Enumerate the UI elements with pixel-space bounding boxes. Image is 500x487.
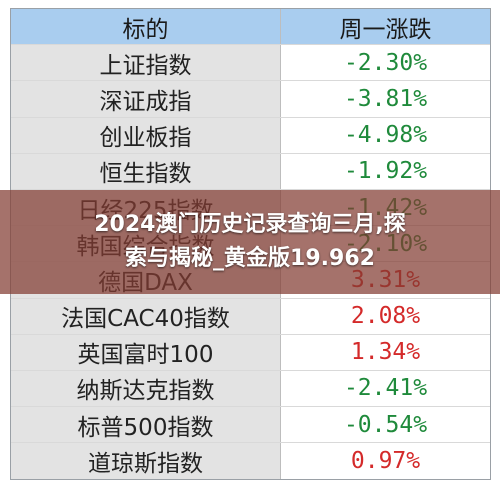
table-row: 道琼斯指数 0.97%: [11, 443, 490, 480]
index-change-table: 标的 周一涨跌 上证指数 -2.30% 深证成指 -3.81% 创业板指 -4.98% 恒生…: [10, 8, 491, 480]
index-name: 英国富时100: [11, 334, 281, 370]
index-change-value: -2.41%: [281, 370, 490, 407]
index-change-value: -4.98%: [281, 117, 490, 153]
table-row: 上证指数 -2.30%: [11, 45, 490, 82]
index-name: 上证指数: [11, 45, 281, 81]
header-name: 标的: [11, 9, 281, 45]
table-row: 创业板指 -4.98%: [11, 117, 490, 154]
index-name: 深证成指: [11, 81, 281, 117]
index-name: 道琼斯指数: [11, 443, 281, 480]
index-name: 法国CAC40指数: [11, 298, 281, 334]
table-row: 标普500指数 -0.54%: [11, 407, 490, 444]
header-value: 周一涨跌: [281, 9, 490, 45]
index-change-value: 0.97%: [281, 443, 490, 480]
table-row: 法国CAC40指数 2.08%: [11, 298, 490, 335]
index-change-value: -2.30%: [281, 45, 490, 81]
index-name: 标普500指数: [11, 407, 281, 443]
index-name: 纳斯达克指数: [11, 370, 281, 407]
index-change-value: 1.34%: [281, 334, 490, 370]
banner-line-2: 索与揭秘_黄金版19.962: [125, 246, 375, 271]
table-header-row: 标的 周一涨跌: [11, 9, 490, 46]
index-change-value: -1.92%: [281, 153, 490, 189]
title-banner: 2024澳门历史记录查询三月,探 索与揭秘_黄金版19.962: [0, 190, 500, 294]
index-name: 创业板指: [11, 117, 281, 153]
table-row: 英国富时100 1.34%: [11, 334, 490, 371]
table-row: 纳斯达克指数 -2.41%: [11, 370, 490, 408]
table-row: 恒生指数 -1.92%: [11, 153, 490, 190]
index-change-value: -0.54%: [281, 407, 490, 443]
table-row: 深证成指 -3.81%: [11, 81, 490, 118]
index-change-value: -3.81%: [281, 81, 490, 117]
index-name: 恒生指数: [11, 153, 281, 189]
banner-line-1: 2024澳门历史记录查询三月,探: [94, 212, 406, 237]
index-change-value: 2.08%: [281, 298, 490, 334]
